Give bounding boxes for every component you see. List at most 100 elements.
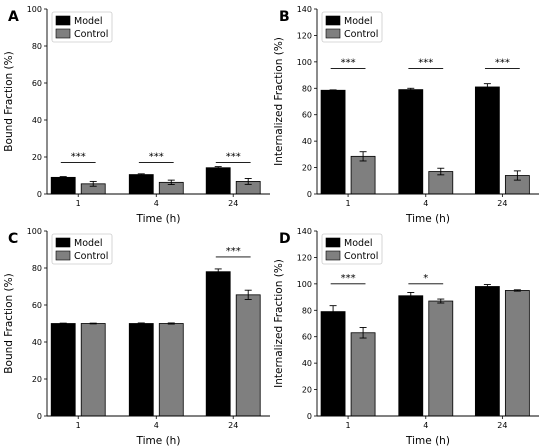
- error-bar-model-4: [137, 322, 145, 325]
- significance-label: ***: [71, 152, 86, 163]
- y-tick-label: 40: [32, 338, 42, 347]
- bar-control-1: [350, 155, 376, 195]
- error-bar-control-24: [244, 289, 252, 300]
- panel-letter: A: [8, 9, 19, 25]
- error-bar-control-1: [89, 322, 97, 325]
- bar-model-4: [128, 323, 154, 417]
- bar-control-4: [158, 323, 184, 417]
- y-tick-label: 100: [297, 280, 312, 289]
- bar-control-4: [428, 300, 454, 417]
- error-bar-model-24: [483, 83, 491, 91]
- bar-model-1: [50, 323, 76, 417]
- legend-label-control: Control: [344, 29, 378, 40]
- x-tick-label: 4: [423, 421, 428, 430]
- y-tick-label: 0: [307, 412, 312, 421]
- legend: Model Control: [51, 11, 113, 43]
- legend-label-control: Control: [344, 251, 378, 262]
- legend-label-control: Control: [74, 251, 108, 262]
- y-axis-label: Internalized Fraction (%): [273, 259, 285, 388]
- error-bar-model-4: [407, 87, 415, 92]
- significance-label: ***: [226, 152, 241, 163]
- x-axis-label: Time (h): [136, 435, 181, 447]
- y-tick-label: 0: [37, 190, 42, 199]
- y-tick-label: 100: [297, 58, 312, 67]
- legend-swatch-model: [55, 15, 71, 26]
- x-tick-label: 4: [154, 199, 159, 208]
- panel-d: D1 4 24*** *020406080100120140Internalized …: [273, 227, 539, 447]
- error-bar-control-1: [359, 151, 367, 162]
- legend-swatch-control: [325, 28, 341, 39]
- y-tick-label: 140: [297, 227, 312, 236]
- bar-model-4: [398, 295, 424, 417]
- legend: Model Control: [51, 233, 113, 265]
- bar-control-1: [350, 332, 376, 417]
- y-tick-label: 20: [32, 153, 42, 162]
- x-tick-label: 1: [76, 421, 81, 430]
- bar-control-24: [504, 290, 530, 417]
- panel-a: A 1 4 24 *** *** *** 0 20 40 60 80 100 Bound Fraction…: [3, 5, 270, 225]
- error-bar-control-4: [437, 298, 445, 304]
- error-bar-model-4: [407, 291, 415, 300]
- legend-label-model: Model: [344, 16, 373, 27]
- y-tick-label: 60: [32, 301, 42, 310]
- legend-swatch-model: [325, 237, 341, 248]
- bar-model-1: [320, 311, 346, 417]
- y-tick-label: 100: [27, 5, 42, 14]
- y-tick-label: 80: [302, 306, 312, 315]
- error-bar-control-4: [437, 167, 445, 176]
- bar-model-1: [50, 176, 76, 195]
- legend-swatch-model: [55, 237, 71, 248]
- legend-swatch-control: [55, 250, 71, 261]
- error-bar-model-1: [329, 89, 337, 92]
- error-bar-control-1: [89, 180, 97, 187]
- x-tick-label: 24: [228, 199, 238, 208]
- significance-label: ***: [149, 152, 164, 163]
- bar-model-24: [205, 167, 231, 195]
- significance-label: *: [423, 273, 428, 284]
- panel-letter: C: [8, 231, 18, 247]
- error-bar-model-1: [59, 176, 67, 179]
- error-bar-control-24: [513, 289, 521, 292]
- panel-letter: D: [279, 231, 291, 247]
- error-bar-model-1: [59, 322, 67, 325]
- error-bar-control-1: [359, 327, 367, 339]
- bar-control-24: [235, 294, 261, 417]
- error-bar-model-4: [137, 173, 145, 176]
- significance-label: ***: [226, 246, 241, 257]
- x-tick-label: 4: [423, 199, 428, 208]
- bar-model-1: [320, 89, 346, 195]
- x-tick-label: 4: [154, 421, 159, 430]
- bar-model-24: [474, 86, 500, 195]
- x-axis-label: Time (h): [405, 435, 450, 447]
- y-tick-label: 20: [302, 164, 312, 173]
- significance-label: ***: [418, 57, 433, 68]
- error-bar-model-24: [214, 166, 222, 170]
- significance-label: ***: [341, 57, 356, 68]
- y-tick-label: 80: [302, 84, 312, 93]
- y-axis-label: Internalized Fraction (%): [273, 37, 285, 166]
- bar-model-4: [128, 174, 154, 195]
- x-tick-label: 24: [228, 421, 238, 430]
- y-tick-label: 80: [32, 42, 42, 51]
- error-bar-model-24: [483, 284, 491, 289]
- x-tick-label: 24: [497, 199, 507, 208]
- legend-label-control: Control: [74, 29, 108, 40]
- x-tick-label: 1: [346, 421, 351, 430]
- y-tick-label: 0: [307, 190, 312, 199]
- x-axis-label: Time (h): [405, 213, 450, 225]
- legend: Model Control: [321, 233, 383, 265]
- error-bar-model-24: [214, 268, 222, 275]
- legend-swatch-model: [325, 15, 341, 26]
- y-axis-label: Bound Fraction (%): [3, 273, 15, 373]
- y-tick-label: 100: [27, 227, 42, 236]
- panel-c: C 1 4 24 *** 0 20 40 60 80 100 Bound Fraction (%) Ti…: [3, 227, 270, 447]
- error-bar-control-24: [513, 170, 521, 181]
- significance-label: ***: [495, 57, 510, 68]
- bar-model-24: [474, 286, 500, 417]
- y-tick-label: 120: [297, 253, 312, 262]
- legend-swatch-control: [55, 28, 71, 39]
- panel-b: B 1 4 24 *** *** *** 0 20 40 60 80 100 120 140 Internal…: [273, 5, 539, 225]
- error-bar-control-4: [167, 179, 175, 186]
- y-tick-label: 40: [32, 116, 42, 125]
